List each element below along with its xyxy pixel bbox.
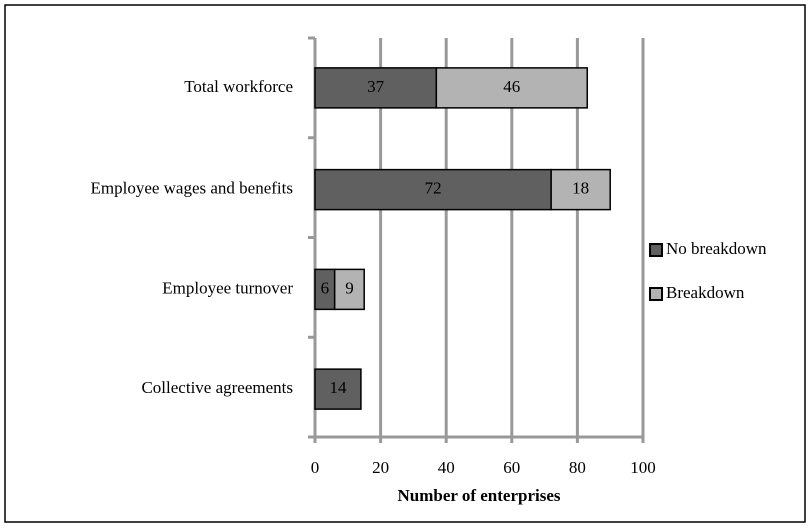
legend-label: No breakdown (666, 239, 767, 258)
y-tick-label: Total workforce (184, 77, 293, 96)
x-tick-label: 20 (372, 458, 389, 477)
bar (314, 168, 552, 211)
data-label: 37 (367, 77, 385, 96)
y-tick-label: Employee wages and benefits (90, 179, 293, 198)
bar (314, 67, 438, 109)
bar (550, 168, 611, 211)
legend-label: Breakdown (666, 283, 745, 302)
bar (435, 67, 588, 109)
bar (314, 368, 362, 410)
data-label: 6 (321, 278, 330, 297)
y-tick-label: Employee turnover (162, 278, 293, 297)
data-label: 14 (329, 378, 347, 397)
legend-swatch (649, 243, 663, 257)
x-tick-label: 80 (569, 458, 586, 477)
bar (333, 268, 365, 311)
x-tick-label: 0 (311, 458, 320, 477)
legend-swatch (649, 287, 663, 301)
x-tick-label: 60 (503, 458, 520, 477)
x-tick-label: 100 (630, 458, 656, 477)
x-tick-label: 40 (438, 458, 455, 477)
x-axis-title: Number of enterprises (397, 486, 560, 505)
data-label: 46 (503, 77, 520, 96)
data-label: 18 (572, 179, 589, 198)
y-tick-label: Collective agreements (141, 378, 293, 397)
data-label: 9 (345, 278, 354, 297)
data-label: 72 (425, 179, 442, 198)
